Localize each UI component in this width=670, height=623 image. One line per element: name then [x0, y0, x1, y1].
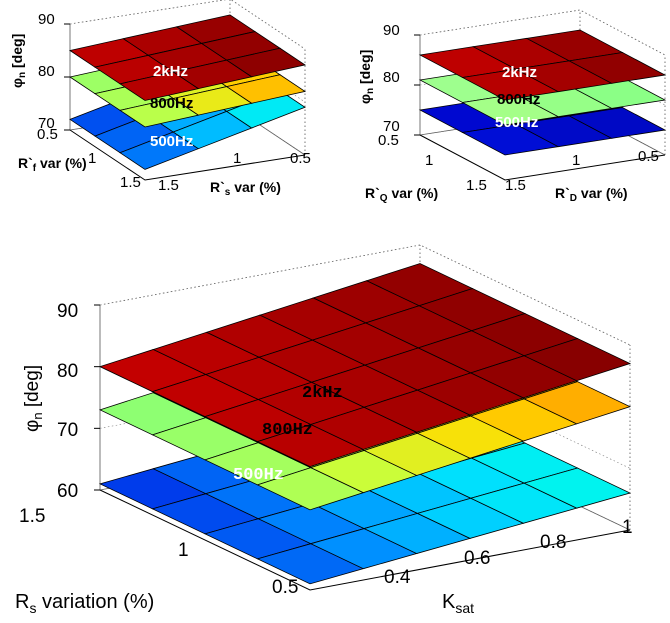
bt-z-tick-90: 90 — [57, 301, 78, 322]
tl-rf-tick-1.5: 1.5 — [120, 174, 141, 191]
panel-bottom: 90 80 70 60 φn [deg] 1.5 1 0.5 Rs variat… — [15, 244, 633, 616]
tr-label-500hz: 500Hz — [495, 114, 538, 131]
tl-surface-patch — [225, 74, 307, 104]
bt-z-tick-70: 70 — [57, 420, 78, 441]
tl-surfaces — [68, 14, 307, 170]
panel-top-right: 90 80 70 φn [deg] 0.5 1 1.5 R`Q var (%) … — [357, 9, 667, 204]
bt-ksat-tick-0.8: 0.8 — [540, 532, 566, 553]
tr-surface-2khz — [418, 29, 667, 101]
bt-z-axis-label: φn [deg] — [22, 365, 45, 432]
bt-z-gridline — [99, 244, 631, 346]
tr-floor-axes — [419, 134, 666, 181]
tl-z-tick-80: 80 — [38, 63, 55, 80]
bt-surface-patch — [523, 381, 632, 425]
bt-surface-2khz — [98, 263, 632, 468]
bt-floor-axes — [99, 489, 631, 591]
bt-surfaces — [98, 263, 632, 585]
tl-rs-axis-label: R`s var (%) — [210, 179, 281, 198]
bt-ksat-axis-label: Ksat — [442, 591, 474, 616]
tl-rf-tick-1: 1 — [88, 150, 96, 167]
tr-rd-tick-0.5: 0.5 — [638, 148, 659, 165]
tr-label-2khz: 2kHz — [502, 64, 537, 81]
tr-rq-axis-label: R`Q var (%) — [365, 185, 438, 204]
tl-z-axis-label: φn [deg] — [9, 34, 28, 88]
tr-rd-tick-1: 1 — [572, 152, 580, 169]
tr-z-tick-90: 90 — [383, 22, 400, 39]
tr-z-tick-70: 70 — [383, 118, 400, 135]
tl-label-800hz: 800Hz — [150, 95, 193, 112]
panel-top-left: 90 80 70 φn [deg] 0.5 1 1.5 R`f var (%) … — [9, 0, 311, 198]
tr-surfaces — [418, 29, 667, 156]
tr-rq-tick-1.5: 1.5 — [466, 177, 487, 194]
tr-rd-tick-1.5: 1.5 — [505, 177, 526, 194]
tr-label-800hz: 800Hz — [497, 91, 540, 108]
tl-rs-tick-1.5: 1.5 — [158, 177, 179, 194]
bt-label-800hz: 800Hz — [262, 421, 313, 440]
bt-ksat-tick-0.6: 0.6 — [464, 548, 490, 569]
bt-label-500hz: 500Hz — [233, 466, 284, 485]
tl-rs-tick-0.5: 0.5 — [290, 150, 311, 167]
tl-label-500hz: 500Hz — [150, 133, 193, 150]
bt-surface-patch — [523, 467, 632, 509]
bt-z-tick-80: 80 — [57, 361, 78, 382]
tl-floor-axes — [69, 129, 306, 181]
bt-ksat-tick-1: 1 — [622, 517, 633, 538]
bt-ksat-tick-0.4: 0.4 — [384, 567, 411, 588]
bt-rs-tick-1.5: 1.5 — [19, 506, 45, 527]
tl-rs-tick-1: 1 — [233, 150, 241, 167]
tl-surface-patch — [225, 47, 307, 78]
bt-surface-patch — [523, 338, 632, 382]
tl-label-2khz: 2kHz — [153, 63, 188, 80]
tr-z-tick-80: 80 — [383, 69, 400, 86]
bt-label-2khz: 2kHz — [302, 384, 343, 403]
tl-surface-2khz — [68, 14, 307, 101]
tr-rd-axis-label: R`D var (%) — [555, 185, 628, 204]
bt-rs-tick-1: 1 — [178, 540, 189, 561]
tl-rf-tick-0.5: 0.5 — [37, 126, 58, 143]
tr-rq-tick-0.5: 0.5 — [378, 132, 399, 149]
tr-rq-tick-1: 1 — [425, 152, 433, 169]
bt-rs-axis-label: Rs variation (%) — [15, 591, 154, 616]
tr-surface-patch — [567, 107, 667, 139]
tl-z-tick-90: 90 — [38, 11, 55, 28]
tl-z-tick-70: 70 — [38, 115, 55, 132]
bt-rs-tick-0.5: 0.5 — [272, 577, 298, 598]
tr-z-axis-label: φn [deg] — [357, 50, 376, 104]
tr-surface-patch — [567, 52, 667, 84]
bt-z-tick-60: 60 — [57, 481, 78, 502]
tl-rf-axis-label: R`f var (%) — [18, 155, 87, 174]
